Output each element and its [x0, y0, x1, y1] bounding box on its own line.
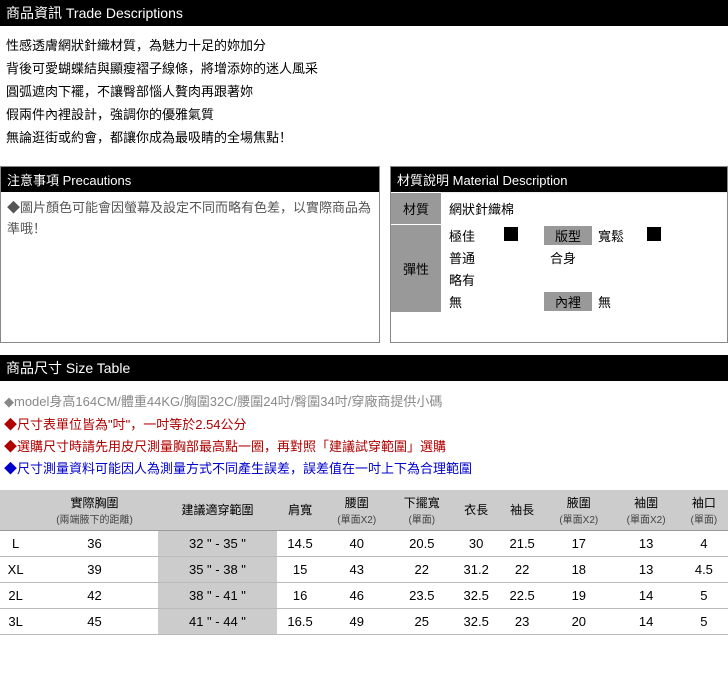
size-cell: 3L	[0, 608, 31, 634]
size-cell: 31.2	[453, 556, 499, 582]
size-cell: 36	[31, 530, 158, 556]
size-cell: 20	[545, 608, 612, 634]
size-cell: 17	[545, 530, 612, 556]
size-cell: 25	[390, 608, 453, 634]
size-table-head: 實際胸圍(兩端腋下的距離)建議適穿範圍肩寬腰圍(單面X2)下擺寬(單面)衣長袖長…	[0, 490, 728, 531]
table-row: XL3935 " - 38 "15432231.22218134.5	[0, 556, 728, 582]
size-cell: 38 " - 41 "	[158, 582, 277, 608]
size-cell: 22	[499, 556, 545, 582]
lining-value: 無	[592, 292, 647, 311]
size-header: 商品尺寸 Size Table	[0, 355, 728, 381]
size-col-header: 下擺寬(單面)	[390, 490, 453, 531]
size-cell: 32.5	[453, 608, 499, 634]
material-label: 材質	[391, 192, 441, 224]
size-cell: 2L	[0, 582, 31, 608]
size-note: ◆尺寸測量資料可能因人為測量方式不同產生誤差，誤差值在一吋上下為合理範圍	[4, 458, 724, 480]
size-cell: 22.5	[499, 582, 545, 608]
size-cell: 16.5	[277, 608, 323, 634]
trade-line: 圓弧遮肉下襬，不讓臀部惱人贅肉再跟著妳	[6, 81, 722, 103]
size-cell: L	[0, 530, 31, 556]
material-header: 材質說明 Material Description	[391, 167, 727, 192]
size-cell: 22	[390, 556, 453, 582]
size-cell: 32 " - 35 "	[158, 530, 277, 556]
table-row: L3632 " - 35 "14.54020.53021.517134	[0, 530, 728, 556]
fit-label: 版型	[544, 226, 592, 245]
precautions-box: 注意事項 Precautions ◆圖片顏色可能會因螢幕及設定不同而略有色差，以…	[0, 166, 380, 343]
table-row: 3L4541 " - 44 "16.5492532.52320145	[0, 608, 728, 634]
size-cell: XL	[0, 556, 31, 582]
size-cell: 40	[323, 530, 390, 556]
size-cell: 5	[680, 582, 728, 608]
elastic-opt: 普通	[449, 248, 504, 267]
precautions-header: 注意事項 Precautions	[1, 167, 379, 192]
material-value: 網狀針織棉	[441, 192, 727, 224]
size-cell: 14	[612, 608, 679, 634]
size-cell: 4.5	[680, 556, 728, 582]
size-cell: 49	[323, 608, 390, 634]
elastic-opt: 極佳	[449, 226, 504, 245]
size-cell: 5	[680, 608, 728, 634]
size-col-header	[0, 490, 31, 531]
size-col-header: 袖口(單面)	[680, 490, 728, 531]
size-cell: 35 " - 38 "	[158, 556, 277, 582]
size-cell: 15	[277, 556, 323, 582]
trade-line: 假兩件內裡設計，強調你的優雅氣質	[6, 104, 722, 126]
size-cell: 23	[499, 608, 545, 634]
table-row: 2L4238 " - 41 "164623.532.522.519145	[0, 582, 728, 608]
size-cell: 42	[31, 582, 158, 608]
size-cell: 13	[612, 530, 679, 556]
size-cell: 4	[680, 530, 728, 556]
size-table: 實際胸圍(兩端腋下的距離)建議適穿範圍肩寬腰圍(單面X2)下擺寬(單面)衣長袖長…	[0, 490, 728, 635]
size-cell: 39	[31, 556, 158, 582]
size-cell: 20.5	[390, 530, 453, 556]
size-table-body: L3632 " - 35 "14.54020.53021.517134XL393…	[0, 530, 728, 634]
trade-line: 無論逛街或約會，都讓你成為最吸睛的全場焦點！	[6, 127, 722, 149]
size-cell: 19	[545, 582, 612, 608]
size-cell: 18	[545, 556, 612, 582]
material-box: 材質說明 Material Description 材質 網狀針織棉 彈性 極佳…	[390, 166, 728, 343]
size-cell: 14.5	[277, 530, 323, 556]
size-col-header: 腰圍(單面X2)	[323, 490, 390, 531]
size-cell: 14	[612, 582, 679, 608]
size-notes: ◆model身高164CM/體重44KG/胸圍32C/腰圍24吋/臀圍34吋/穿…	[0, 385, 728, 485]
size-cell: 32.5	[453, 582, 499, 608]
fit-check-icon	[647, 227, 675, 244]
trade-line: 性感透膚網狀針織材質，為魅力十足的妳加分	[6, 35, 722, 57]
size-col-header: 袖長	[499, 490, 545, 531]
size-cell: 16	[277, 582, 323, 608]
elastic-opt: 無	[449, 292, 504, 311]
size-note: ◆選購尺寸時請先用皮尺測量胸部最高點一圈，再對照「建議試穿範圍」選購	[4, 436, 724, 458]
size-col-header: 建議適穿範圍	[158, 490, 277, 531]
trade-line: 背後可愛蝴蝶結與顯瘦褶子線條，將增添妳的迷人風采	[6, 58, 722, 80]
size-col-header: 袖圍(單面X2)	[612, 490, 679, 531]
size-cell: 41 " - 44 "	[158, 608, 277, 634]
lining-label: 內裡	[544, 292, 592, 311]
fit-opt: 合身	[544, 248, 592, 267]
elastic-check-icon	[504, 227, 532, 244]
elastic-label: 彈性	[391, 224, 441, 312]
elastic-opt: 略有	[449, 270, 504, 289]
size-cell: 21.5	[499, 530, 545, 556]
size-cell: 46	[323, 582, 390, 608]
size-cell: 43	[323, 556, 390, 582]
size-cell: 45	[31, 608, 158, 634]
size-cell: 23.5	[390, 582, 453, 608]
size-note: ◆尺寸表單位皆為"吋"，一吋等於2.54公分	[4, 414, 724, 436]
size-cell: 13	[612, 556, 679, 582]
trade-desc-body: 性感透膚網狀針織材質，為魅力十足的妳加分 背後可愛蝴蝶結與顯瘦褶子線條，將增添妳…	[0, 30, 728, 160]
size-col-header: 實際胸圍(兩端腋下的距離)	[31, 490, 158, 531]
fit-opt: 寬鬆	[592, 226, 647, 245]
trade-header: 商品資訊 Trade Descriptions	[0, 0, 728, 26]
size-col-header: 腋圍(單面X2)	[545, 490, 612, 531]
size-note: ◆model身高164CM/體重44KG/胸圍32C/腰圍24吋/臀圍34吋/穿…	[4, 391, 724, 413]
precautions-body: ◆圖片顏色可能會因螢幕及設定不同而略有色差，以實際商品為準哦！	[1, 192, 379, 342]
size-col-header: 衣長	[453, 490, 499, 531]
size-col-header: 肩寬	[277, 490, 323, 531]
size-cell: 30	[453, 530, 499, 556]
